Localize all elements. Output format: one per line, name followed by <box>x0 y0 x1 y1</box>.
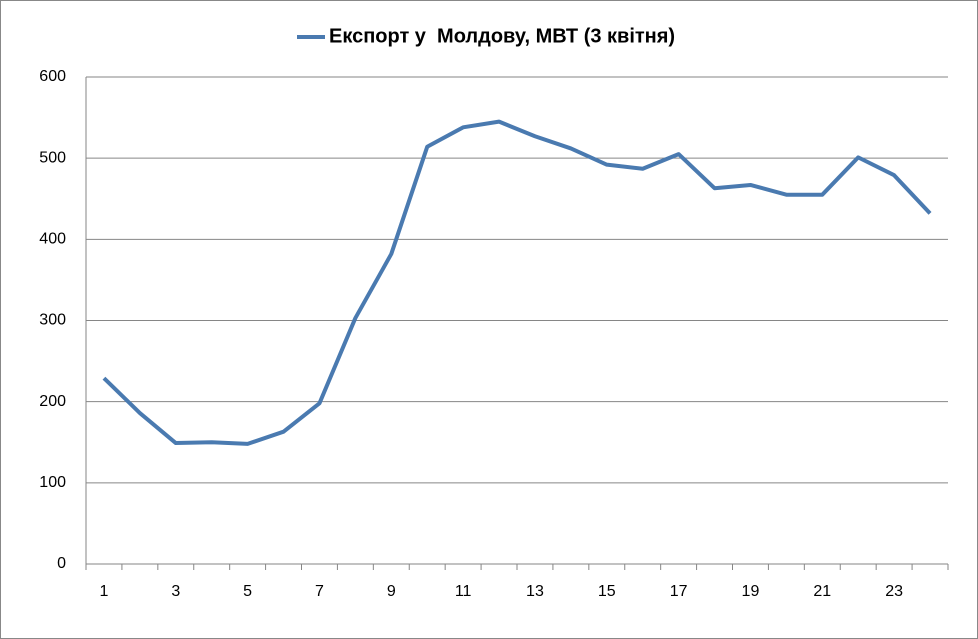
x-tick-label: 9 <box>387 583 396 600</box>
x-tick-label: 13 <box>526 583 544 600</box>
y-tick-label: 100 <box>39 474 66 491</box>
y-tick-label: 200 <box>39 393 66 410</box>
line <box>102 119 932 446</box>
y-tick-label: 400 <box>39 231 66 248</box>
x-tick-label: 15 <box>598 583 616 600</box>
x-tick-label: 19 <box>742 583 760 600</box>
legend-label: Експорт у Молдову, МВТ (3 квітня) <box>329 25 675 47</box>
y-tick-label: 0 <box>57 555 66 572</box>
x-tick-label: 21 <box>813 583 831 600</box>
x-tick-label: 17 <box>670 583 688 600</box>
x-tick-label: 11 <box>455 583 472 600</box>
y-tick-label: 300 <box>39 312 66 329</box>
y-tick-label: 500 <box>39 149 66 166</box>
x-tick-label: 23 <box>885 583 903 600</box>
x-tick-label: 1 <box>100 583 109 600</box>
x-tick-label: 7 <box>315 583 324 600</box>
y-tick-label: 600 <box>39 68 66 85</box>
x-tick-label: 5 <box>243 583 252 600</box>
x-tick-label: 3 <box>171 583 180 600</box>
